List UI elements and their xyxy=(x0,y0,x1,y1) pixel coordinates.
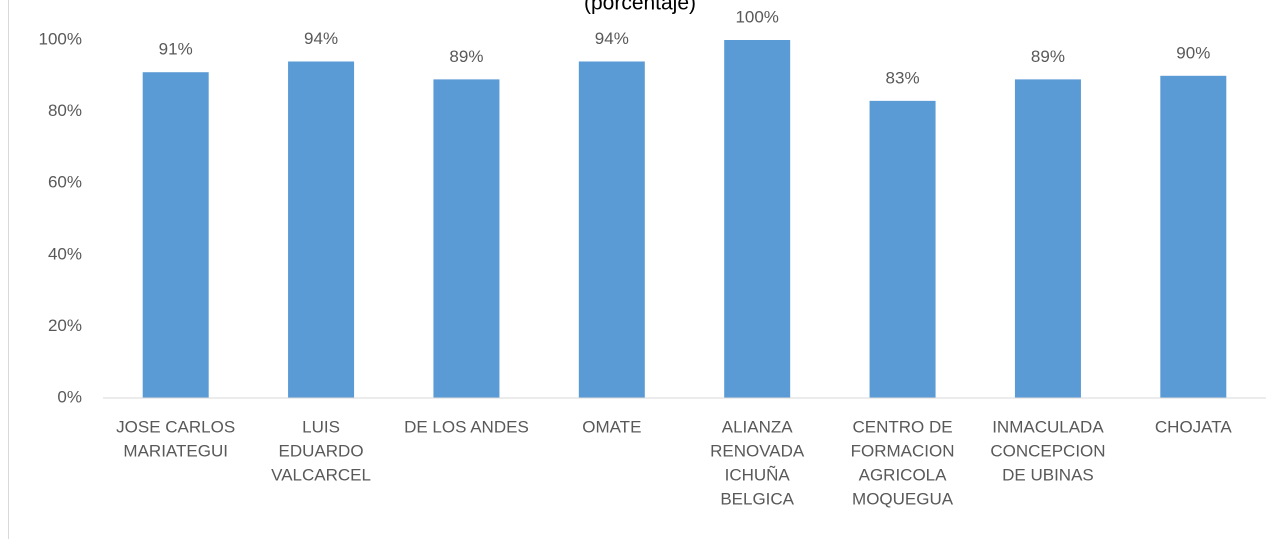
bar xyxy=(142,72,209,398)
value-label: 91% xyxy=(159,40,193,59)
bar xyxy=(724,40,791,398)
x-tick-label: EDUARDO xyxy=(279,441,364,460)
x-tick-label: INMACULADA xyxy=(992,417,1104,436)
x-tick-label: ICHUÑA xyxy=(725,465,791,484)
value-label: 90% xyxy=(1176,43,1210,62)
y-tick-label: 100% xyxy=(39,29,82,48)
bar xyxy=(869,100,936,399)
x-tick-label: CENTRO DE xyxy=(853,417,953,436)
bar xyxy=(1160,75,1227,399)
x-tick-label: RENOVADA xyxy=(710,441,805,460)
value-label: 89% xyxy=(449,47,483,66)
y-tick-label: 60% xyxy=(48,173,82,192)
x-tick-label: OMATE xyxy=(582,417,641,436)
x-tick-label: AGRICOLA xyxy=(859,465,948,484)
x-tick-label: LUIS xyxy=(302,417,340,436)
x-tick-label: CONCEPCION xyxy=(990,441,1105,460)
y-tick-label: 20% xyxy=(48,316,82,335)
value-label: 94% xyxy=(304,29,338,48)
y-tick-label: 80% xyxy=(48,101,82,120)
x-tick-label: MARIATEGUI xyxy=(123,441,228,460)
y-tick-label: 40% xyxy=(48,244,82,263)
value-label: 89% xyxy=(1031,47,1065,66)
bar xyxy=(288,61,355,398)
x-tick-label: DE LOS ANDES xyxy=(404,417,529,436)
x-tick-label: ALIANZA xyxy=(722,417,794,436)
x-tick-label: VALCARCEL xyxy=(271,465,371,484)
value-label: 100% xyxy=(735,7,778,26)
y-tick-label: 0% xyxy=(57,387,82,406)
x-tick-label: CHOJATA xyxy=(1155,417,1232,436)
bar xyxy=(433,79,500,398)
x-tick-label: JOSE CARLOS xyxy=(116,417,235,436)
x-tick-label: MOQUEGUA xyxy=(852,489,954,508)
bar xyxy=(1014,79,1081,398)
value-label: 94% xyxy=(595,29,629,48)
chart-subtitle: (porcentaje) xyxy=(584,0,696,15)
x-tick-label: BELGICA xyxy=(720,489,794,508)
x-tick-label: DE UBINAS xyxy=(1002,465,1094,484)
value-label: 83% xyxy=(886,68,920,87)
x-tick-label: FORMACION xyxy=(851,441,955,460)
bar xyxy=(578,61,645,398)
